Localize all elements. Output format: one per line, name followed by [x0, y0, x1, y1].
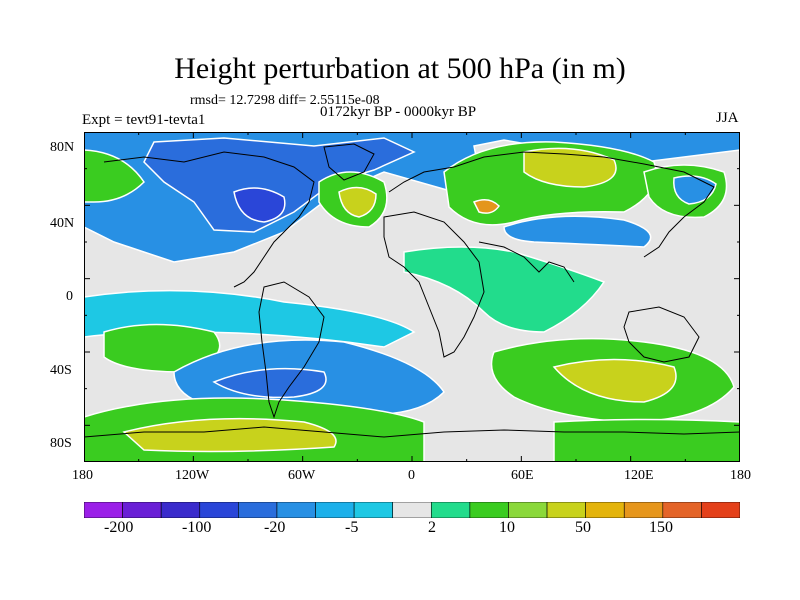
eurasia-high-core: [523, 147, 617, 188]
y-tick-label: 80S: [50, 436, 72, 451]
colorbar-cell: [315, 502, 355, 518]
eurasia-hot-spot: [472, 199, 500, 214]
colorbar-cell: [238, 502, 278, 518]
colorbar-label: -20: [264, 519, 286, 536]
height-perturbation-map: [84, 132, 740, 462]
y-tick-label: 80N: [50, 140, 75, 155]
colorbar-cell: [508, 502, 548, 518]
x-tick-label: 120W: [175, 468, 210, 483]
colorbar-cell: [276, 502, 316, 518]
colorbar-label: -5: [345, 519, 359, 536]
colorbar-label: 10: [499, 519, 515, 536]
y-tick-label: 0: [66, 289, 73, 304]
stats-label: rmsd= 12.7298 diff= 2.55115e-08: [190, 93, 380, 108]
colorbar-cell: [353, 502, 394, 518]
deep-low-region: [143, 137, 416, 233]
axis-ticks: [84, 132, 740, 462]
coast-europe-asia: [388, 151, 715, 258]
pacific-high-region: [84, 149, 145, 203]
colorbar: [84, 502, 740, 518]
coast-north-america: [103, 151, 315, 288]
coast-south-america: [258, 281, 325, 419]
colorbar-cell: [623, 502, 664, 518]
period-label: 0172kyr BP - 0000kyr BP: [320, 104, 477, 120]
colorbar-cell: [84, 502, 123, 518]
colorbar-cell: [430, 502, 471, 518]
experiment-label: Expt = tevt91-tevta1: [82, 112, 206, 128]
y-tick-label: 40S: [50, 363, 72, 378]
asia-low-band: [503, 215, 652, 248]
coast-arabia-india: [478, 241, 575, 283]
x-tick-label: 60E: [511, 468, 534, 483]
x-tick-label: 120E: [624, 468, 654, 483]
x-tick-label: 180: [72, 468, 93, 483]
atlantic-high-core: [338, 186, 377, 218]
colorbar-cell: [701, 502, 740, 518]
map-title: Height perturbation at 500 hPa (in m): [174, 52, 626, 85]
colorbar-cell: [662, 502, 702, 518]
tropical-green-band: [403, 246, 606, 333]
coastlines: [84, 143, 740, 438]
x-tick-label: 180: [730, 468, 751, 483]
colorbar-label: -200: [104, 519, 134, 536]
x-tick-label: 60W: [288, 468, 316, 483]
x-tick-label: 0: [408, 468, 415, 483]
colorbar-cell: [392, 502, 432, 518]
colorbar-cell: [585, 502, 625, 518]
colorbar-cell: [160, 502, 201, 518]
colorbar-label: -100: [182, 519, 212, 536]
southern-polar-east-band: [553, 418, 740, 462]
colorbar-cell: [122, 502, 162, 518]
coast-antarctica: [84, 426, 740, 438]
colorbar-cell: [546, 502, 586, 518]
map-frame: [84, 132, 740, 462]
coast-greenland: [323, 143, 375, 181]
colorbar-cell: [469, 502, 509, 518]
coast-africa: [383, 211, 485, 358]
colorbar-label: 150: [649, 519, 673, 536]
colorbar-label: 2: [428, 519, 436, 536]
y-tick-label: 40N: [50, 216, 75, 231]
colorbar-cells: [84, 502, 740, 518]
indian-ocean-high-core: [552, 358, 677, 403]
colorbar-cell: [199, 502, 239, 518]
southern-polar-high-core: [122, 417, 337, 453]
coast-australia: [623, 306, 700, 363]
core-low-region: [233, 187, 286, 223]
season-label: JJA: [716, 110, 739, 126]
filled-contours: [84, 132, 740, 462]
colorbar-label: 50: [575, 519, 591, 536]
